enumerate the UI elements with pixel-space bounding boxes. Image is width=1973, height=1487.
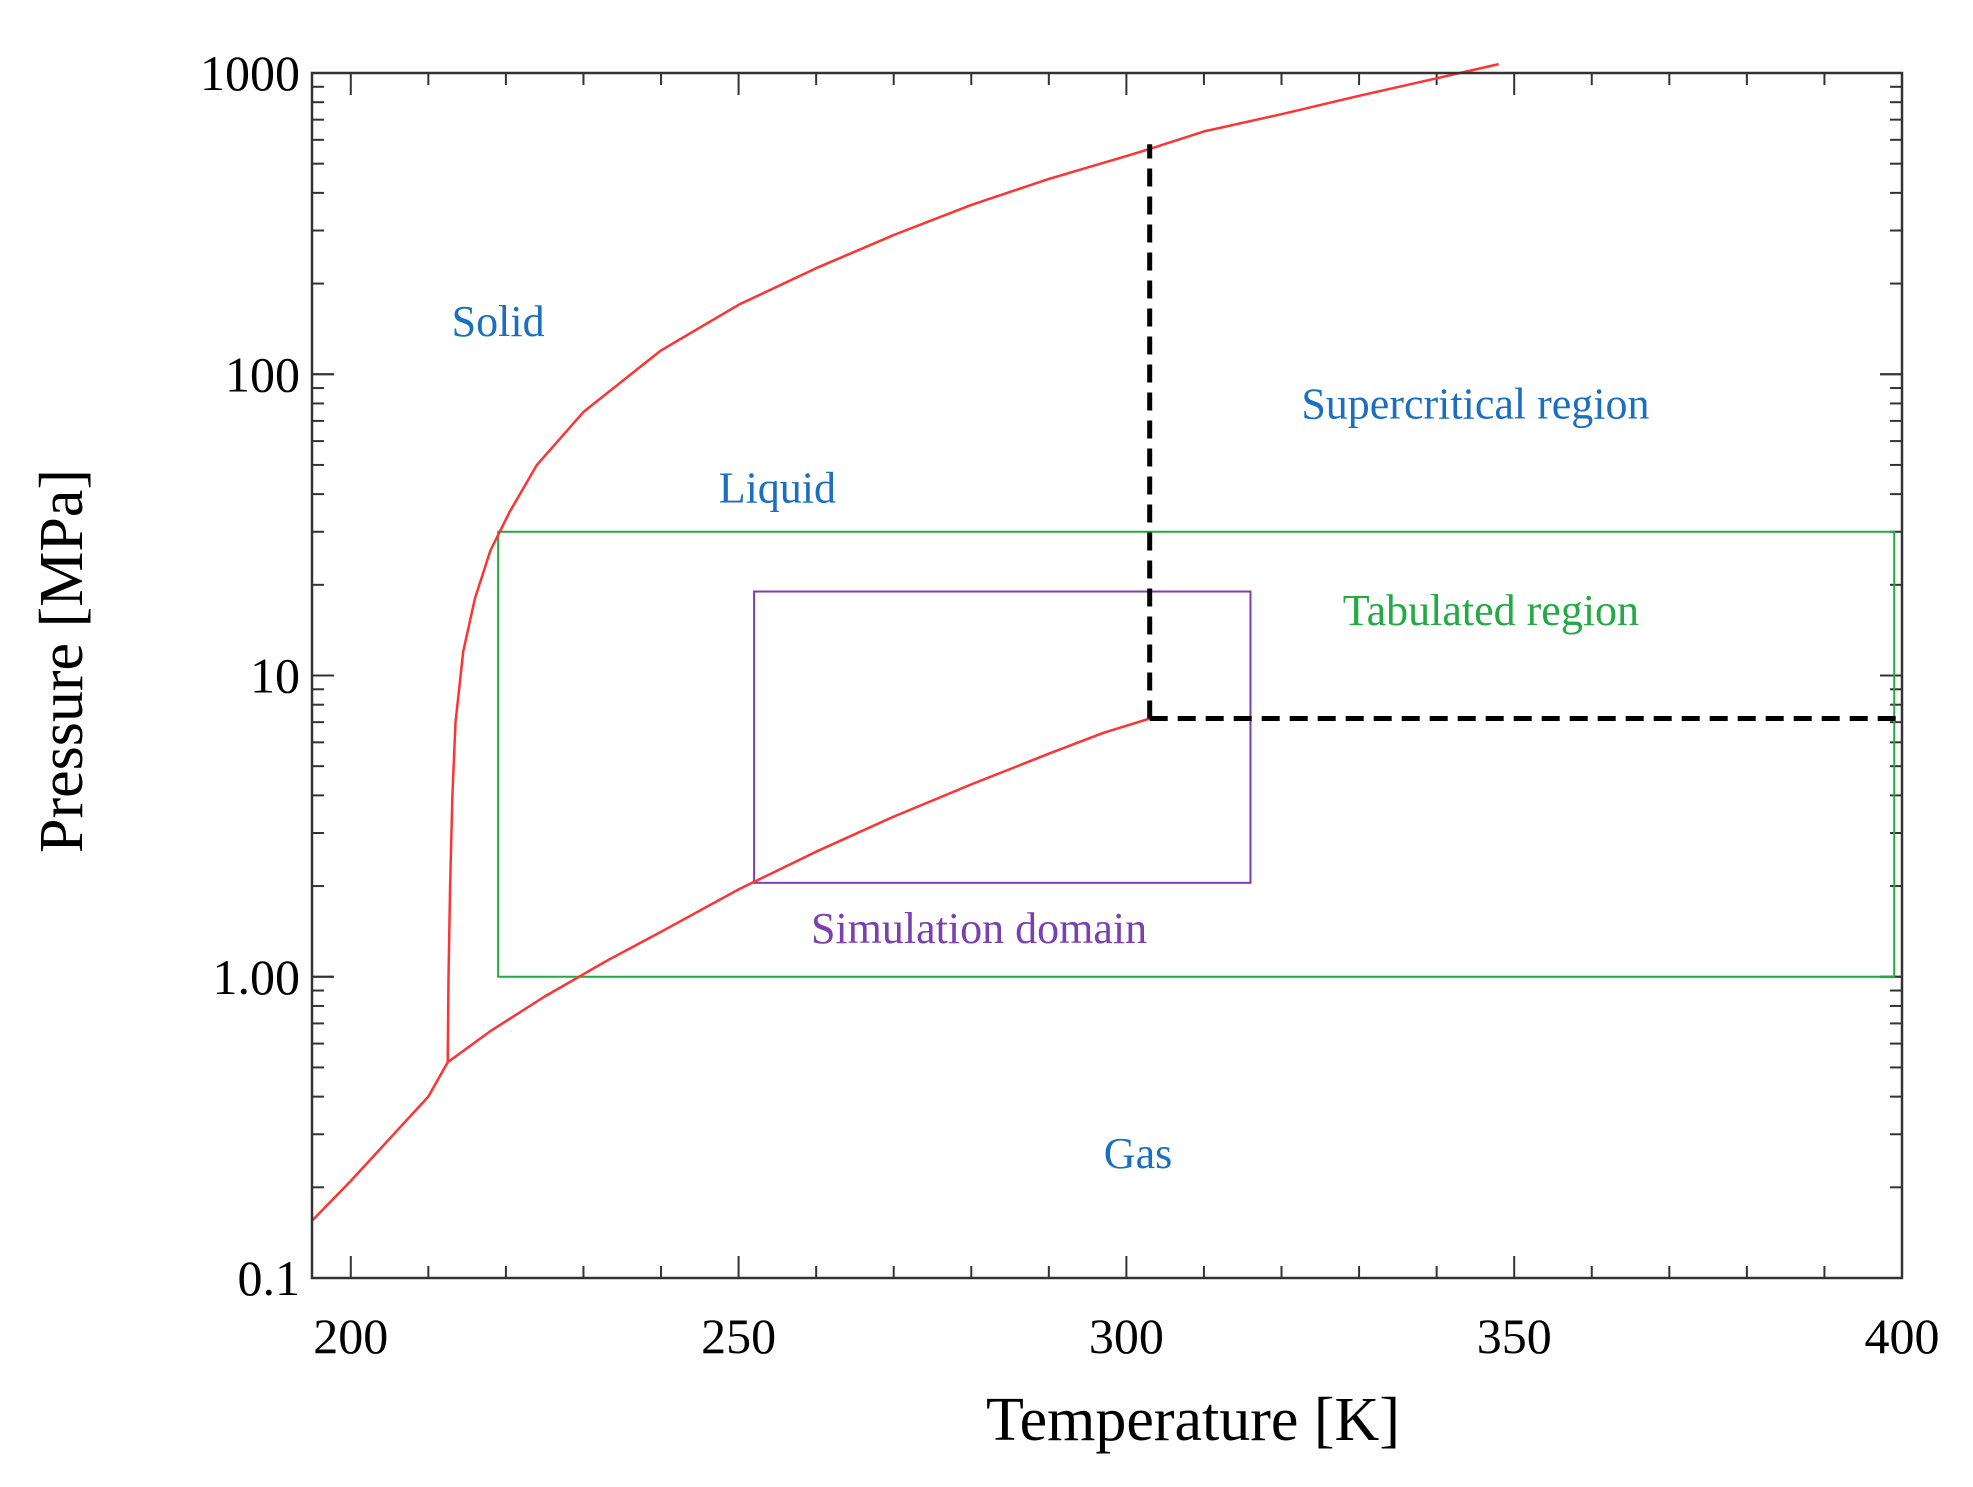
plot-frame (310, 71, 1904, 1280)
x-tick-label: 350 (1477, 1308, 1552, 1364)
y-tick-labels: 0.1 1.00 10 100 1000 (200, 45, 300, 1306)
gas-label: Gas (1104, 1129, 1172, 1178)
melting-curve (446, 62, 1499, 1063)
x-tick-label: 200 (313, 1308, 388, 1364)
sublimation-curve (311, 1061, 449, 1222)
axis-ticks (312, 72, 1903, 1279)
x-tick-label: 400 (1865, 1308, 1940, 1364)
y-tick-label: 100 (225, 346, 300, 402)
data-series (311, 62, 1902, 1222)
y-tick-label: 1000 (200, 45, 300, 101)
y-tick-label: 1.00 (213, 949, 301, 1005)
region-rectangles (497, 530, 1896, 978)
vaporization-curve (446, 717, 1151, 1064)
supercritical-label: Supercritical region (1301, 379, 1649, 428)
x-tick-label: 300 (1089, 1308, 1164, 1364)
liquid-label: Liquid (719, 464, 836, 513)
simulation-label: Simulation domain (811, 904, 1147, 953)
y-tick-label: 10 (250, 648, 300, 704)
y-axis-title: Pressure [MPa] (28, 469, 96, 853)
x-tick-labels: 200 250 300 350 400 (313, 1308, 1939, 1364)
tabulated-region-rect (497, 530, 1896, 978)
x-axis-title: Temperature [K] (986, 1386, 1400, 1454)
tabulated-label: Tabulated region (1343, 586, 1639, 635)
x-tick-label: 250 (701, 1308, 776, 1364)
simulation-domain-rect (753, 590, 1252, 884)
y-tick-label: 0.1 (238, 1250, 301, 1306)
solid-label: Solid (452, 297, 545, 346)
region-annotations: Solid Liquid Supercritical region Tabulated… (452, 297, 1650, 1178)
